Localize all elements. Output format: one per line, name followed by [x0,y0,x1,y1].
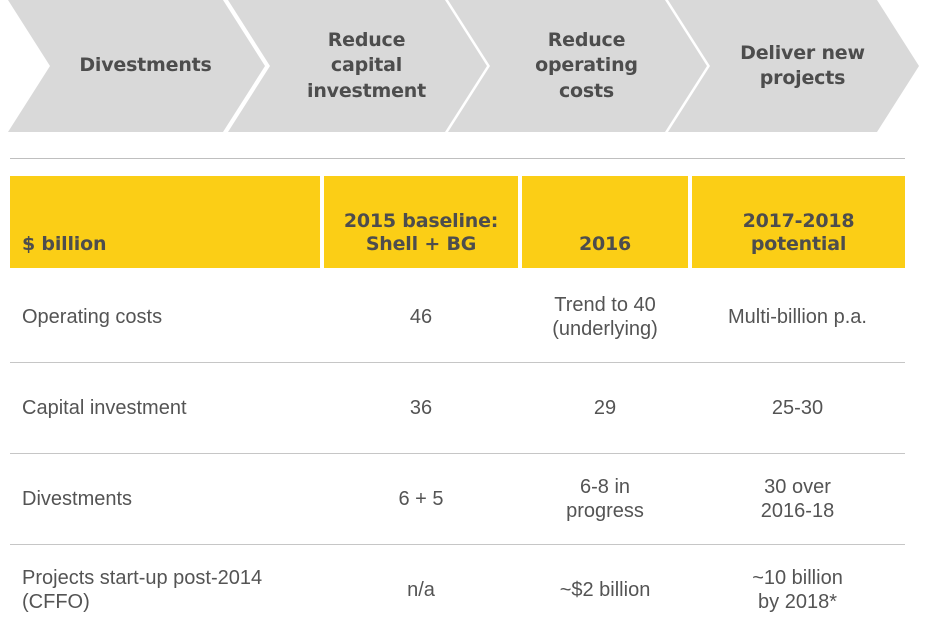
row-value-text: 36 [322,396,520,420]
row-value-text: 6 + 5 [322,487,520,511]
row-value-text: n/a [322,578,520,602]
table-row: Projects start-up post-2014 (CFFO) n/a ~… [10,545,905,635]
row-label: Divestments [10,487,322,511]
chevron-step-1-label: Divestments [61,53,211,78]
row-label-cell: Projects start-up post-2014 (CFFO) [10,545,322,635]
column-header-2016: 2016 [520,176,690,268]
row-value-text: 30 over 2016-18 [690,475,905,524]
row-value-baseline-2015: 36 [322,363,520,454]
chevron-step-2-label: Reduce capital investment [289,28,426,103]
row-value-text: 29 [520,396,690,420]
row-value-2016: Trend to 40 (underlying) [520,268,690,363]
row-value-2017-2018: 25-30 [690,363,905,454]
chevron-step-1[interactable]: Divestments [8,0,265,132]
row-label-cell: Capital investment [10,363,322,454]
chevron-step-3-label: Reduce operating costs [517,28,638,103]
row-label: Operating costs [10,305,322,329]
row-value-text: ~10 billion by 2018* [690,566,905,615]
column-header-unit-label: $ billion [10,233,320,256]
row-value-baseline-2015: 46 [322,268,520,363]
chevron-step-4-label: Deliver new projects [722,41,865,91]
column-header-baseline-2015-label: 2015 baseline: Shell + BG [324,210,518,256]
row-value-2017-2018: ~10 billion by 2018* [690,545,905,635]
metrics-table: $ billion 2015 baseline: Shell + BG 2016… [10,158,905,635]
row-value-text: 25-30 [690,396,905,420]
row-value-2017-2018: 30 over 2016-18 [690,454,905,545]
row-value-2016: ~$2 billion [520,545,690,635]
row-label: Projects start-up post-2014 (CFFO) [10,566,322,615]
column-header-2017-2018-potential-label: 2017-2018 potential [692,210,905,256]
row-label: Capital investment [10,396,322,420]
header-spacer [10,159,905,176]
row-value-text: 46 [322,305,520,329]
table-row: Operating costs 46 Trend to 40 (underlyi… [10,268,905,363]
row-label-cell: Operating costs [10,268,322,363]
column-header-2017-2018-potential: 2017-2018 potential [690,176,905,268]
chevron-step-2[interactable]: Reduce capital investment [228,0,487,132]
row-value-text: Trend to 40 (underlying) [520,293,690,342]
table-row: Capital investment 36 29 25-30 [10,363,905,454]
table-header-row: $ billion 2015 baseline: Shell + BG 2016… [10,176,905,268]
row-value-text: Multi-billion p.a. [690,305,905,329]
row-label-cell: Divestments [10,454,322,545]
row-value-baseline-2015: n/a [322,545,520,635]
table-row: Divestments 6 + 5 6-8 in progress 30 ove… [10,454,905,545]
column-header-baseline-2015: 2015 baseline: Shell + BG [322,176,520,268]
row-value-text: 6-8 in progress [520,475,690,524]
row-value-2016: 6-8 in progress [520,454,690,545]
row-value-2017-2018: Multi-billion p.a. [690,268,905,363]
row-value-text: ~$2 billion [520,578,690,602]
table-grid: $ billion 2015 baseline: Shell + BG 2016… [10,176,905,635]
column-header-2016-label: 2016 [522,233,688,256]
row-value-2016: 29 [520,363,690,454]
process-chevron-band: Divestments Reduce capital investment Re… [0,0,927,132]
row-value-baseline-2015: 6 + 5 [322,454,520,545]
column-header-unit: $ billion [10,176,322,268]
